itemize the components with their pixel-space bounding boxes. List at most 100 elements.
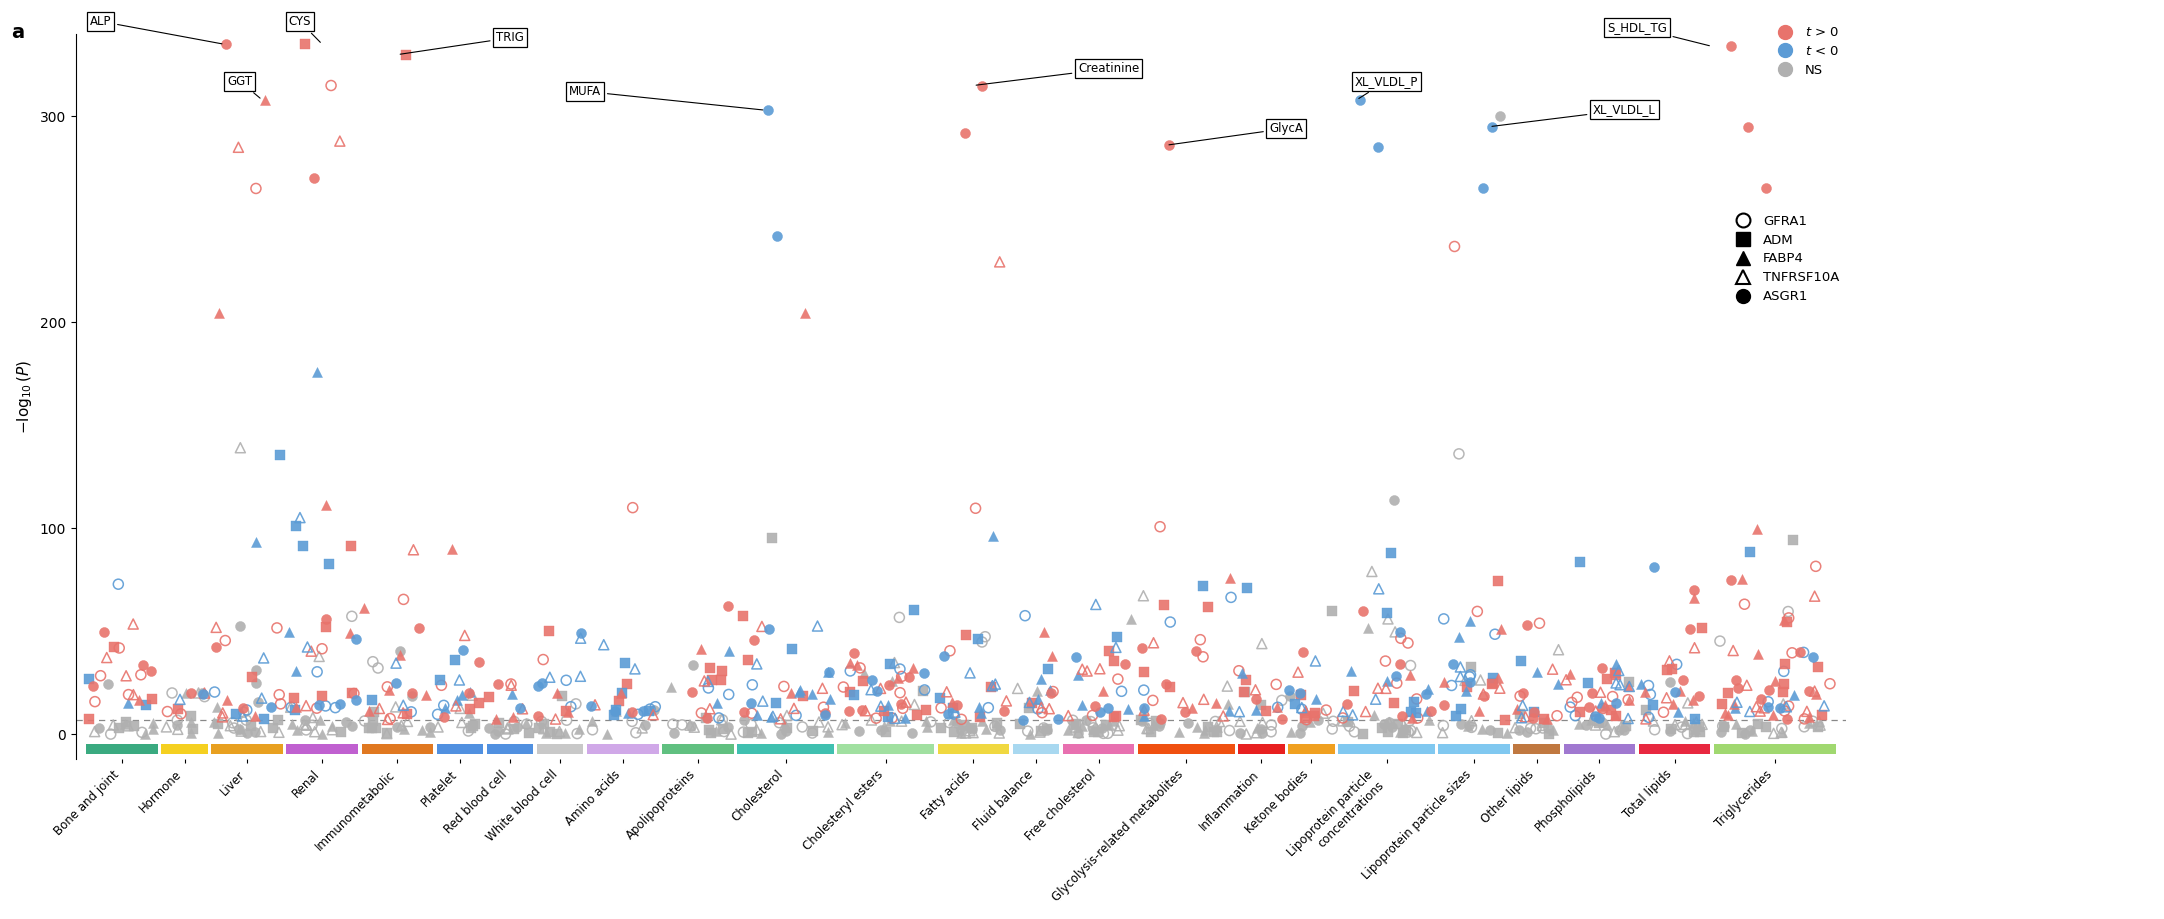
Point [1034,648,1069,663]
Point [262,448,296,462]
Bar [1238,744,1285,754]
Point [1028,624,1063,639]
Point [1647,705,1681,720]
Point [736,677,770,692]
Point [1396,695,1430,709]
Point [89,650,123,664]
Point [229,703,264,718]
Point [1052,709,1086,723]
Point [1766,664,1800,679]
Point [727,712,762,727]
Point [245,691,279,706]
Point [277,691,312,706]
Point [1378,625,1413,640]
Point [1774,645,1809,660]
Point [1329,697,1363,711]
Point [1733,704,1768,719]
Point [1376,696,1411,710]
Point [1361,681,1396,696]
Point [1151,680,1186,695]
Point [801,618,835,633]
Point [1770,711,1805,726]
Point [1727,596,1761,611]
Point [532,624,567,639]
Point [1684,725,1718,740]
Point [493,687,528,702]
Point [1041,712,1076,727]
Point [1727,726,1761,741]
Point [1346,603,1381,618]
Point [526,675,560,690]
Point [1787,711,1822,726]
Point [1285,702,1320,717]
Point [602,693,636,708]
Point [322,697,357,711]
Point [1742,717,1777,732]
Point [283,510,318,525]
Point [1140,719,1175,733]
Point [489,727,524,742]
Point [448,628,483,642]
Point [550,704,584,719]
Point [186,686,221,700]
Point [212,719,247,733]
Point [978,676,1013,691]
Point [1114,611,1149,626]
Point [1766,685,1800,699]
Point [262,687,296,702]
Point [405,722,439,737]
Point [1612,693,1647,708]
Point [1296,709,1331,723]
Point [952,665,987,680]
Bar [738,744,833,754]
Point [591,727,625,742]
Point [1792,716,1826,731]
Point [1751,683,1785,698]
Point [807,706,842,720]
Point [1076,721,1110,736]
Point [1526,718,1560,732]
Point [1335,708,1370,722]
Point [1710,708,1744,722]
Point [766,679,801,694]
Point [1517,704,1552,719]
Bar [361,744,433,754]
Point [346,713,381,728]
Point [944,712,978,727]
Point [1127,703,1162,718]
Point [1497,720,1532,735]
Point [1681,689,1716,704]
Point [532,725,567,740]
Point [944,722,978,737]
Point [632,702,667,717]
Point [1584,715,1619,730]
Point [615,500,649,515]
Point [1785,645,1820,660]
Point [1740,522,1774,537]
Point [355,720,390,735]
Point [355,713,390,728]
Point [201,306,236,321]
Point [1400,710,1435,725]
Point [1480,670,1515,685]
Point [1757,726,1792,741]
Point [1554,695,1588,709]
Point [1186,725,1220,740]
Point [911,720,946,734]
Point [1030,722,1065,737]
Point [210,37,245,51]
Point [110,687,145,702]
Point [126,658,160,673]
Point [775,641,809,656]
Point [108,717,143,732]
Point [1718,700,1753,715]
Point [1298,691,1333,706]
Point [952,723,987,738]
Point [1554,699,1588,714]
Point [1030,662,1065,676]
Point [777,701,812,716]
Point [1813,676,1848,691]
Point [1777,687,1811,702]
Point [675,657,710,672]
Point [1199,720,1233,734]
